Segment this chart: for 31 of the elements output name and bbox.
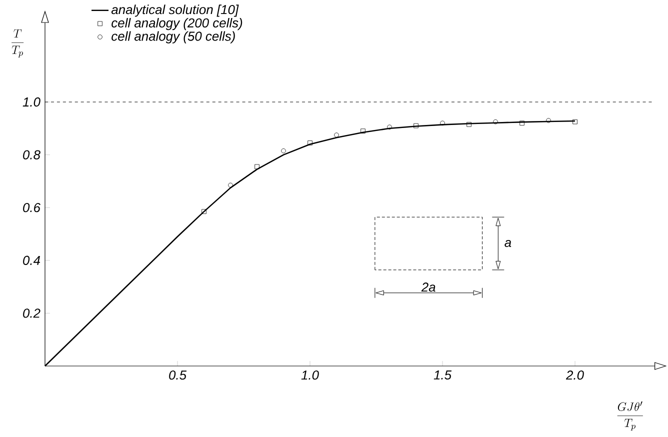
point: [334, 132, 339, 138]
legend-label: analytical solution [10]: [111, 4, 239, 17]
point: [493, 119, 498, 124]
x-tick-label: 0.5: [169, 370, 187, 380]
x-tick-label: 2.0: [566, 370, 584, 380]
point: [440, 120, 445, 126]
y-tick-label: 0.4: [23, 256, 40, 265]
y-tick-label: 1.0: [22, 97, 40, 107]
point: [546, 118, 551, 123]
legend-label: cell analogy (50 cells): [112, 31, 235, 44]
point: [308, 140, 312, 146]
x-tick-label: 1.5: [434, 370, 452, 380]
point: [466, 122, 472, 127]
annotation: a: [504, 240, 512, 248]
point: [520, 120, 524, 126]
point: [572, 119, 578, 124]
x-axis-title: $\frac{GJ\theta'}{T_p}$: [617, 401, 643, 431]
x-tick-label: 1.0: [301, 370, 319, 380]
point: [254, 164, 260, 170]
point: [202, 209, 206, 214]
legend-label: cell analogy (200 cells): [112, 18, 242, 30]
y-axis-title: $\frac{T}{T_p}$: [12, 29, 24, 58]
y-tick-label: 0.6: [23, 203, 40, 212]
point: [414, 123, 418, 128]
point: [281, 148, 286, 154]
y-tick-label: 0.8: [23, 150, 40, 160]
annotation: 2a: [421, 282, 436, 292]
point: [360, 128, 366, 134]
point: [387, 124, 392, 130]
point: [228, 182, 233, 188]
y-tick-label: 0.2: [23, 308, 40, 318]
